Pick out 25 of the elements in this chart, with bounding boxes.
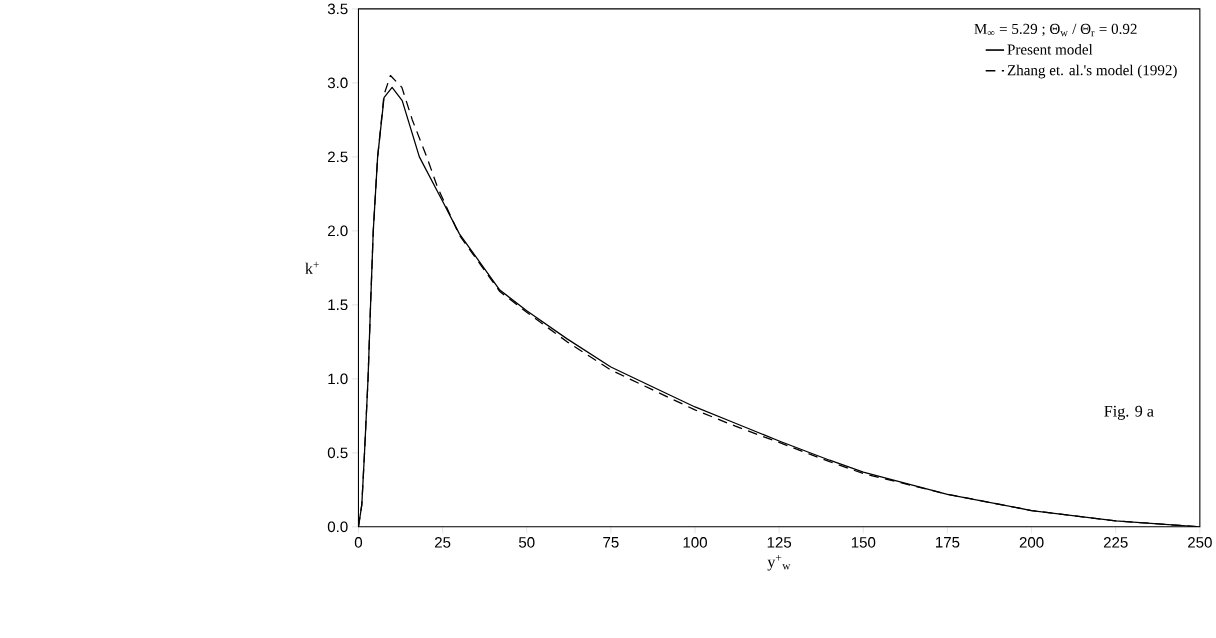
x-tick-label: 25: [434, 537, 451, 548]
x-tick-label: 250: [1188, 537, 1212, 548]
legend-title: M$_{∞}$ = 5.29 ; Θ$_{w}$ / Θ$_{r}$ = 0.92: [974, 23, 1137, 37]
annotation: Fig. 9 a: [1104, 405, 1154, 421]
legend-label: Present model: [1007, 44, 1093, 55]
y-tick-label: 2.5: [328, 151, 348, 163]
y-tick-label: 3.5: [327, 3, 348, 15]
x-tick-label: 0: [354, 537, 363, 548]
x-tick-label: 150: [851, 537, 876, 548]
x-tick-label: 200: [1019, 537, 1044, 548]
x-tick-label: 50: [518, 537, 535, 548]
x-tick-label: 175: [936, 537, 960, 548]
y-tick-label: 1.0: [328, 373, 348, 385]
y-tick-label: 1.5: [328, 299, 348, 311]
y-tick-label: 2.0: [328, 225, 348, 237]
y-tick-label: 0.0: [327, 521, 348, 533]
x-tick-label: 225: [1103, 537, 1128, 548]
legend-label: Zhang et. al.'s model (1992): [1007, 64, 1177, 79]
y-tick-label: 0.5: [327, 447, 348, 459]
x-axis-title: y$^{+}$w: [767, 555, 791, 571]
x-tick-label: 75: [603, 537, 619, 548]
x-tick-label: 125: [767, 537, 792, 548]
x-tick-label: 100: [683, 537, 707, 548]
y-axis-title: k$^{+}$: [305, 261, 319, 274]
y-tick-label: 3.0: [327, 77, 348, 89]
